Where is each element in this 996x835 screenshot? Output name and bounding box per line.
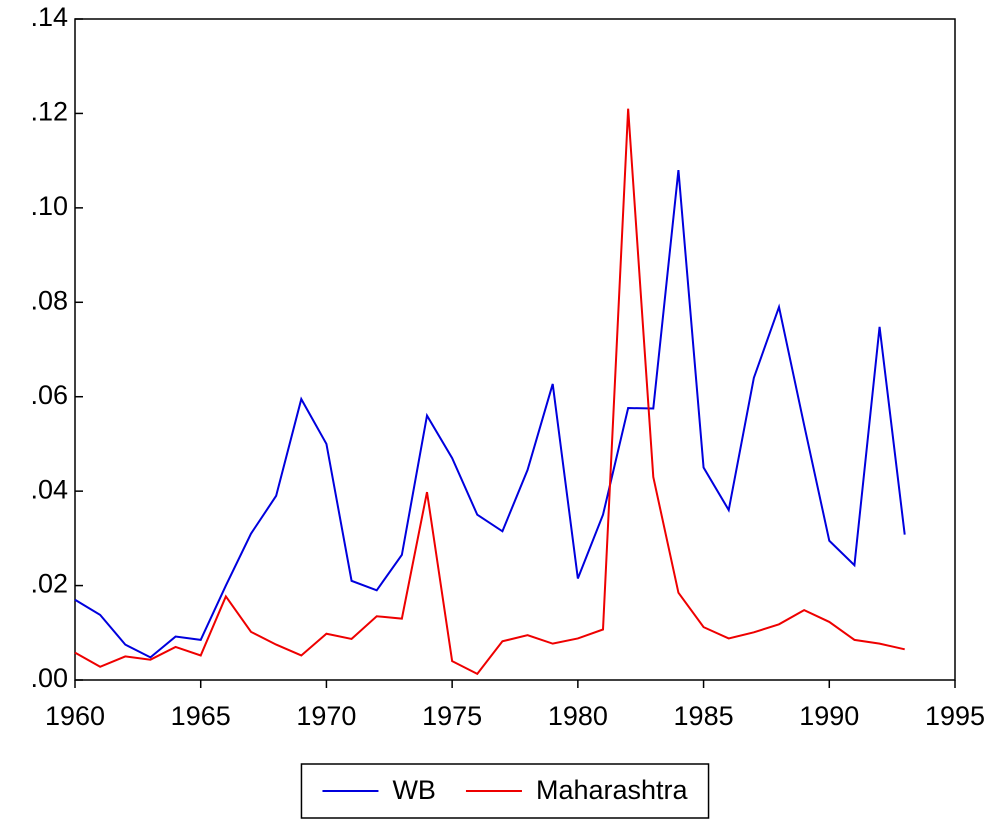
x-tick-label: 1975 (422, 701, 482, 731)
series-line (74, 169, 906, 659)
y-tick-label: .04 (30, 474, 68, 504)
plot-frame (74, 18, 956, 681)
y-tick-label: .10 (30, 191, 68, 221)
y-tick-label: .02 (30, 569, 68, 599)
x-tick-label: 1990 (799, 701, 859, 731)
y-tick-label: .06 (30, 380, 68, 410)
legend-label: Maharashtra (536, 775, 689, 805)
x-tick-label: 1970 (296, 701, 356, 731)
x-tick-label: 1980 (548, 701, 608, 731)
legend-label: WB (392, 775, 436, 805)
y-tick-label: .12 (30, 97, 68, 127)
y-tick-label: .14 (30, 2, 68, 32)
series-line (74, 108, 905, 676)
x-tick-label: 1965 (171, 701, 231, 731)
x-tick-label: 1985 (674, 701, 734, 731)
x-tick-label: 1995 (925, 701, 985, 731)
y-tick-label: .08 (30, 285, 68, 315)
x-tick-label: 1960 (45, 701, 105, 731)
y-tick-label: .00 (30, 663, 68, 693)
